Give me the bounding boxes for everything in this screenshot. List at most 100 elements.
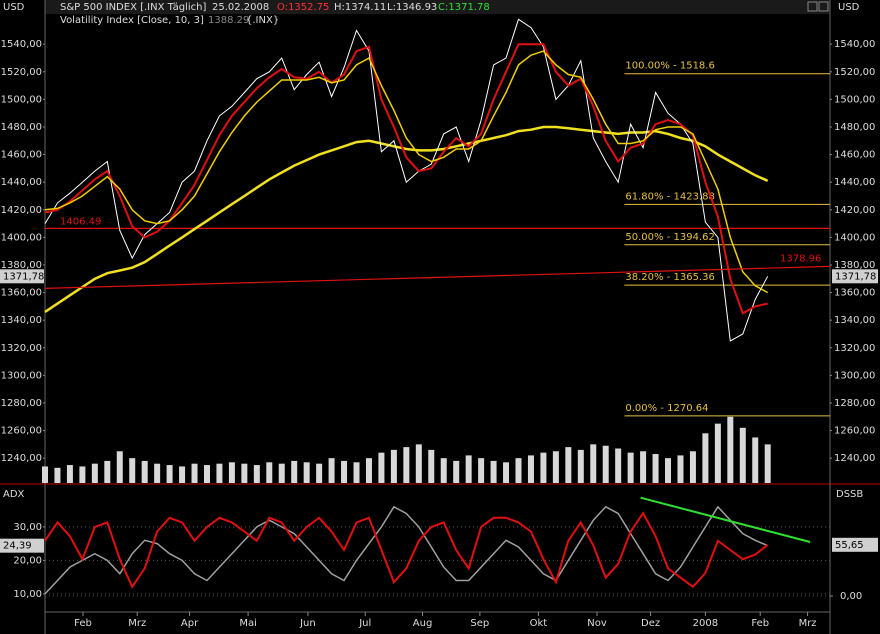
x-tick-label: Jun (299, 618, 316, 629)
volume-bar (640, 451, 647, 483)
volume-bar (116, 451, 123, 483)
y-tick-label: 1420,00 (834, 205, 875, 216)
volume-bar (727, 416, 734, 483)
price-tag-label: 1371,78 (835, 271, 876, 282)
volume-bar (490, 460, 497, 483)
y-tick-label: 30,00 (13, 522, 42, 533)
y-tick-label: 1280,00 (1, 398, 42, 409)
y-tick-label: 1520,00 (834, 67, 875, 78)
x-tick-label: Sep (470, 618, 489, 629)
volume-bar (615, 448, 622, 483)
volume-bar (328, 458, 335, 483)
volume-bar (66, 465, 73, 483)
x-tick-label: Mai (239, 618, 257, 629)
y-tick-label: 1320,00 (1, 343, 42, 354)
y-tick-label: 1500,00 (834, 94, 875, 105)
indicator-value: 1388.29 (208, 15, 249, 26)
trend-label: 1378.96 (780, 253, 821, 264)
lower-right-title: DSSB (836, 489, 863, 500)
volume-bar (154, 463, 161, 483)
volume-bar (316, 463, 323, 483)
volume-bar (577, 449, 584, 483)
price-tag (832, 269, 878, 284)
x-tick-label: Jul (358, 618, 371, 629)
volume-bar (415, 444, 422, 483)
volume-bar (241, 463, 248, 483)
indicator-symbol: {.INX} (246, 15, 279, 26)
volume-bar (752, 437, 759, 483)
volume-bar (440, 458, 447, 483)
volume-bar (191, 463, 198, 483)
price-tag-label: 55,65 (835, 540, 864, 551)
x-tick-label: Mrz (128, 618, 146, 629)
series-line (44, 18, 769, 342)
volume-bar (179, 466, 186, 483)
volume-bar (141, 460, 148, 483)
y-tick-label: 1300,00 (1, 370, 42, 381)
volume-bar (714, 423, 721, 483)
ohlc-high: H:1374.11 (334, 2, 386, 13)
volume-bar (552, 451, 559, 483)
y-tick-label: 1420,00 (1, 205, 42, 216)
volume-bar (104, 460, 111, 483)
indicator-name: Volatility Index [Close, 10, 3] (60, 15, 204, 26)
support-label: 1406.49 (60, 216, 101, 227)
volume-bar (403, 447, 410, 483)
y-tick-label: 1500,00 (1, 94, 42, 105)
y-tick-label: 1240,00 (1, 453, 42, 464)
trend-line (44, 265, 831, 289)
y-tick-label: 1260,00 (834, 426, 875, 437)
volume-bar (79, 466, 86, 483)
y-tick-label: 10,00 (13, 589, 42, 600)
volume-bar (453, 460, 460, 483)
volume-bar (428, 449, 435, 483)
y-tick-label: 1400,00 (1, 232, 42, 243)
y-tick-label: 1340,00 (834, 315, 875, 326)
trend-line (640, 496, 811, 543)
volume-bar (515, 458, 522, 483)
volume-bar (91, 463, 98, 483)
volume-bar (266, 462, 273, 483)
window-button[interactable] (818, 1, 829, 12)
volume-bar (203, 465, 210, 483)
y-tick-label: 1400,00 (834, 232, 875, 243)
volume-bar (540, 452, 547, 483)
y-tick-label: 1300,00 (834, 370, 875, 381)
x-tick-label: 2008 (693, 618, 718, 629)
y-tick-label: 1460,00 (1, 150, 42, 161)
volume-bar (390, 449, 397, 483)
volume-bar (216, 463, 223, 483)
y-tick-label: 1260,00 (1, 426, 42, 437)
volume-bar (303, 462, 310, 483)
y-tick-label: 1520,00 (1, 67, 42, 78)
volume-bar (54, 467, 61, 483)
price-tag-label: 24,39 (3, 541, 32, 552)
y-tick-label: 1360,00 (834, 288, 875, 299)
y-tick-label: 1380,00 (834, 260, 875, 271)
chart-title: S&P 500 INDEX [.INX Täglich] (60, 2, 206, 13)
unit-left: USD (3, 2, 25, 13)
volume-bar (228, 462, 235, 483)
date: 25.02.2008 (212, 2, 269, 13)
y-tick-label: 20,00 (13, 555, 42, 566)
y-tick-label: 1360,00 (1, 288, 42, 299)
x-tick-label: Aug (413, 618, 433, 629)
volume-bar (652, 454, 659, 483)
price-tag (832, 537, 878, 552)
volume-bar (465, 455, 472, 483)
y-tick-label: 1460,00 (834, 150, 875, 161)
fib-label: 50.00% - 1394.62 (625, 232, 714, 243)
fib-label: 38.20% - 1365.36 (625, 272, 714, 283)
y-tick-label: 1380,00 (1, 260, 42, 271)
window-button[interactable] (807, 1, 818, 12)
y2-tick-label: 0,00 (840, 591, 862, 602)
volume-bar (365, 458, 372, 483)
ohlc-open: O:1352.75 (277, 2, 329, 13)
x-tick-label: Mrz (799, 618, 817, 629)
volume-bar (341, 460, 348, 483)
y-tick-label: 1280,00 (834, 398, 875, 409)
header-bar (45, 0, 830, 14)
price-tag (0, 538, 44, 553)
volume-bar (602, 445, 609, 483)
